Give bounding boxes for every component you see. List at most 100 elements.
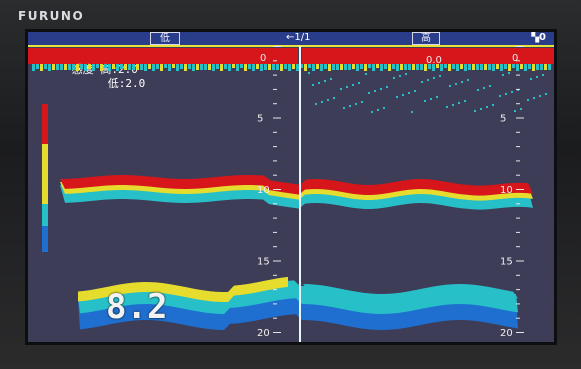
noise-speck — [536, 76, 538, 78]
noise-speck — [340, 88, 342, 90]
left-depth-tick — [273, 332, 281, 333]
surface-fringe — [444, 64, 447, 68]
right-depth-tick — [516, 103, 520, 105]
noise-speck — [458, 102, 460, 104]
surface-fringe — [344, 64, 347, 70]
surface-fringe — [316, 64, 319, 69]
surface-fringe — [508, 64, 511, 71]
surface-fringe — [68, 64, 71, 70]
noise-speck — [421, 81, 423, 83]
noise-speck — [408, 92, 410, 94]
surface-fringe — [132, 64, 135, 70]
right-top-zero: 0 — [512, 53, 519, 64]
surface-fringe — [192, 64, 195, 71]
surface-fringe — [336, 64, 339, 70]
surface-fringe — [44, 64, 47, 69]
noise-speck — [393, 77, 395, 79]
surface-fringe — [544, 64, 547, 70]
surface-fringe — [76, 64, 79, 71]
noise-speck — [461, 81, 463, 83]
right-depth-tick — [516, 60, 520, 62]
noise-speck — [486, 106, 488, 108]
gain-low-line: 低:2.0 — [68, 66, 146, 102]
surface-fringe — [248, 64, 251, 69]
surface-fringe — [400, 64, 403, 70]
high-frequency-tab[interactable]: 高 — [412, 32, 440, 45]
gain-low-label: 低: — [107, 77, 126, 90]
noise-speck — [527, 99, 529, 101]
echogram: 5 10 15 20 5 10 15 20 — [32, 46, 551, 339]
surface-fringe — [52, 64, 55, 70]
noise-speck — [483, 87, 485, 89]
surface-fringe — [164, 64, 167, 68]
surface-fringe — [172, 64, 175, 68]
surface-fringe — [320, 64, 323, 71]
vertical-cursor-line[interactable] — [299, 46, 301, 342]
noise-speck — [324, 80, 326, 82]
surface-fringe — [456, 64, 459, 71]
noise-speck — [405, 73, 407, 75]
noise-speck — [365, 73, 367, 75]
multi-echo-cyan-right — [303, 284, 518, 300]
left-depth-label: 15 — [257, 257, 270, 268]
surface-fringe — [424, 64, 427, 71]
surface-fringe — [208, 64, 211, 70]
surface-fringe — [392, 64, 395, 69]
surface-fringe — [512, 64, 515, 68]
surface-fringe — [212, 64, 215, 71]
surface-fringe — [32, 64, 35, 71]
noise-speck — [508, 72, 510, 74]
surface-fringe — [136, 64, 139, 70]
noise-speck — [446, 106, 448, 108]
multi-echo-cyan — [78, 280, 518, 314]
gain-bar-blue — [42, 226, 48, 252]
noise-speck — [474, 110, 476, 112]
noise-speck — [430, 98, 432, 100]
surface-fringe — [440, 64, 443, 71]
surface-fringe — [84, 64, 87, 71]
noise-speck — [361, 101, 363, 103]
right-depth-tick — [516, 217, 520, 219]
surface-fringe — [220, 64, 223, 71]
surface-fringe — [156, 64, 159, 69]
surface-fringe — [520, 64, 523, 69]
right-depth-tick — [516, 332, 524, 333]
surface-fringe — [128, 64, 131, 70]
left-depth-tick — [273, 189, 281, 190]
surface-fringe — [216, 64, 219, 69]
noise-speck — [520, 108, 522, 110]
surface-fringe — [516, 64, 519, 71]
surface-fringe — [232, 64, 235, 68]
surface-fringe — [420, 64, 423, 70]
right-depth-tick — [516, 317, 520, 319]
right-depth-tick — [516, 203, 520, 205]
surface-fringe — [524, 64, 527, 71]
left-depth-tick — [273, 160, 277, 162]
surface-fringe — [260, 64, 263, 71]
noise-speck — [439, 75, 441, 77]
left-depth-tick — [273, 88, 277, 90]
noise-speck — [312, 84, 314, 86]
surface-fringe — [368, 64, 371, 68]
surface-fringe — [388, 64, 391, 71]
noise-speck — [315, 103, 317, 105]
surface-fringe — [448, 64, 451, 71]
surface-fringe — [352, 64, 355, 69]
left-depth-tick — [273, 174, 277, 176]
surface-fringe — [492, 64, 495, 71]
noise-speck — [355, 103, 357, 105]
noise-speck — [333, 97, 335, 99]
right-depth-tick — [516, 131, 520, 133]
noise-speck — [436, 96, 438, 98]
noise-speck — [517, 89, 519, 91]
low-frequency-tab[interactable]: 低 — [150, 32, 180, 45]
right-depth-tick — [516, 289, 520, 291]
surface-fringe — [376, 64, 379, 68]
left-depth-label: 10 — [257, 185, 270, 196]
noise-speck — [396, 96, 398, 98]
surface-fringe — [104, 64, 107, 68]
gain-bar-cyan — [42, 204, 48, 226]
noise-speck — [545, 93, 547, 95]
surface-fringe — [252, 64, 255, 71]
